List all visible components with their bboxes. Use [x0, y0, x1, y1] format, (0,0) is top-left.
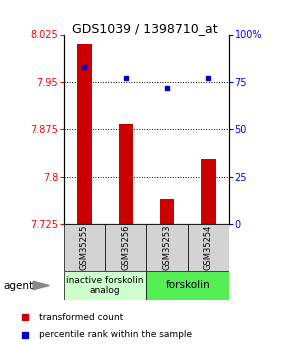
Bar [188, 224, 229, 271]
Bar [119, 124, 133, 224]
Bar [64, 224, 105, 271]
Polygon shape [33, 281, 49, 290]
Text: inactive forskolin
analog: inactive forskolin analog [66, 276, 144, 295]
Bar [146, 224, 188, 271]
Text: percentile rank within the sample: percentile rank within the sample [39, 330, 192, 339]
Text: GDS1039 / 1398710_at: GDS1039 / 1398710_at [72, 22, 218, 36]
Bar [77, 44, 92, 224]
Bar [201, 159, 216, 224]
Text: agent: agent [3, 281, 33, 290]
Bar [105, 224, 146, 271]
Text: GSM35253: GSM35253 [163, 225, 172, 270]
Bar [160, 199, 174, 224]
Bar [146, 271, 229, 300]
Bar [64, 271, 146, 300]
Text: GSM35256: GSM35256 [121, 225, 130, 270]
Text: transformed count: transformed count [39, 313, 123, 322]
Text: GSM35254: GSM35254 [204, 225, 213, 270]
Text: forskolin: forskolin [165, 280, 210, 290]
Text: GSM35255: GSM35255 [80, 225, 89, 270]
